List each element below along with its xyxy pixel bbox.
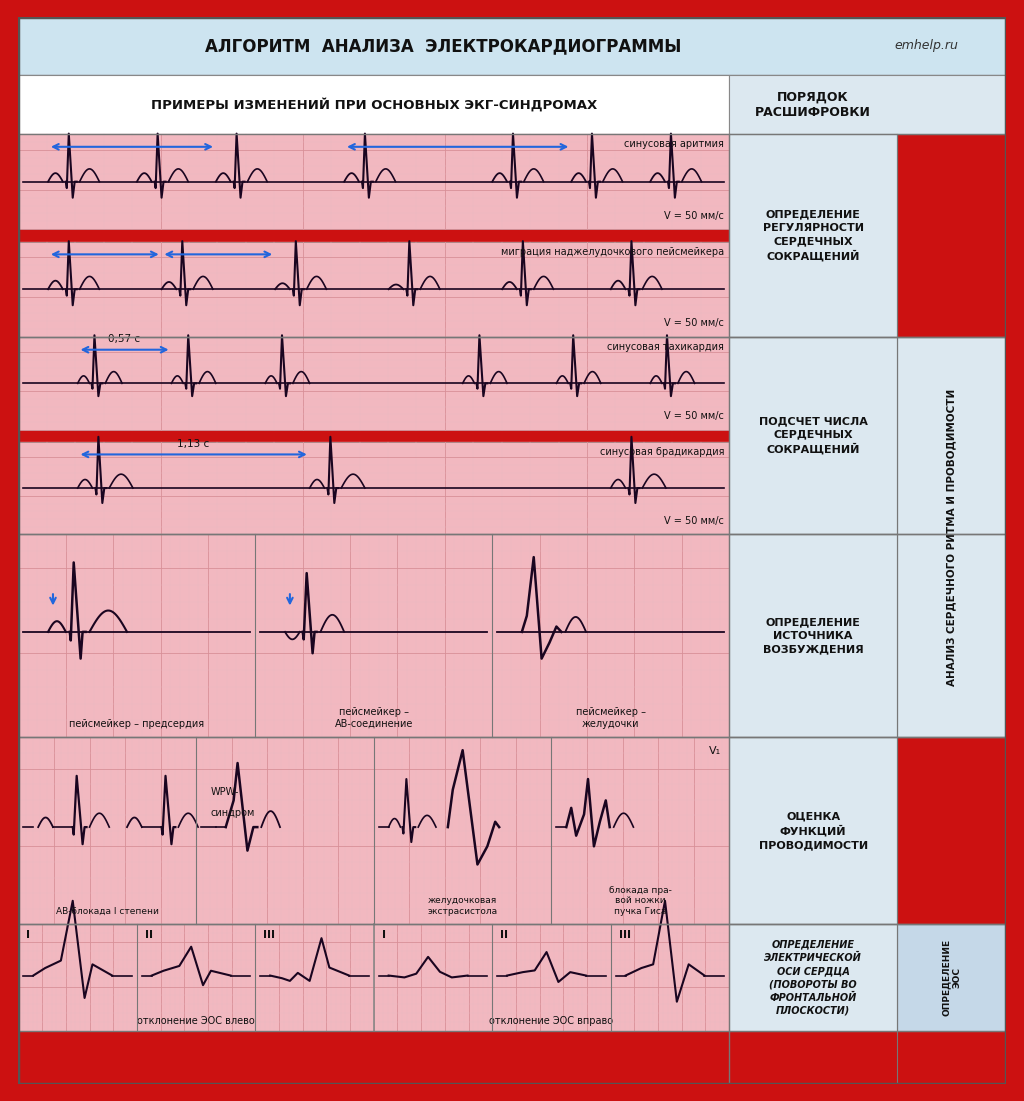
Bar (18, 925, 137, 1031)
Bar (729, 738, 897, 925)
Bar (18, 738, 197, 925)
Text: ПОРЯДОК
РАСШИФРОВКИ: ПОРЯДОК РАСШИФРОВКИ (755, 90, 871, 119)
Text: I: I (382, 929, 386, 939)
Bar (897, 925, 1006, 1031)
Bar (18, 75, 729, 134)
Text: ПРИМЕРЫ ИЗМЕНЕНИЙ ПРИ ОСНОВНЫХ ЭКГ-СИНДРОМАХ: ПРИМЕРЫ ИЗМЕНЕНИЙ ПРИ ОСНОВНЫХ ЭКГ-СИНДР… (151, 98, 597, 111)
Text: II: II (500, 929, 508, 939)
Text: ОЦЕНКА
ФУНКЦИЙ
ПРОВОДИМОСТИ: ОЦЕНКА ФУНКЦИЙ ПРОВОДИМОСТИ (759, 811, 867, 850)
Text: V = 50 мм/с: V = 50 мм/с (665, 210, 724, 221)
Text: emhelp.ru: emhelp.ru (895, 40, 958, 53)
Text: V = 50 мм/с: V = 50 мм/с (665, 516, 724, 526)
Text: III: III (618, 929, 631, 939)
Text: ПОДСЧЕТ ЧИСЛА
СЕРДЕЧНЫХ
СОКРАЩЕНИЙ: ПОДСЧЕТ ЧИСЛА СЕРДЕЧНЫХ СОКРАЩЕНИЙ (759, 416, 867, 455)
Bar (610, 925, 729, 1031)
Bar (18, 337, 729, 429)
Text: блокада пра-
вой ножки
пучка Гиса: блокада пра- вой ножки пучка Гиса (609, 886, 672, 916)
Bar (493, 534, 729, 738)
Text: 0,57 с: 0,57 с (108, 335, 140, 345)
Text: III: III (263, 929, 275, 939)
Text: синусовая аритмия: синусовая аритмия (625, 140, 724, 150)
Text: ОПРЕДЕЛЕНИЕ
РЕГУЛЯРНОСТИ
СЕРДЕЧНЫХ
СОКРАЩЕНИЙ: ОПРЕДЕЛЕНИЕ РЕГУЛЯРНОСТИ СЕРДЕЧНЫХ СОКРА… (763, 209, 863, 261)
Text: АВ-блокада I степени: АВ-блокада I степени (56, 907, 159, 916)
Bar (137, 925, 255, 1031)
Text: ОПРЕДЕЛЕНИЕ
ЭОС: ОПРЕДЕЛЕНИЕ ЭОС (942, 939, 961, 1016)
Bar (729, 337, 897, 534)
Text: пейсмейкер – предсердия: пейсмейкер – предсердия (70, 719, 205, 729)
Text: V = 50 мм/с: V = 50 мм/с (665, 411, 724, 422)
Text: АЛГОРИТМ  АНАЛИЗА  ЭЛЕКТРОКАРДИОГРАММЫ: АЛГОРИТМ АНАЛИЗА ЭЛЕКТРОКАРДИОГРАММЫ (205, 37, 681, 55)
Bar (729, 925, 897, 1031)
Text: I: I (27, 929, 31, 939)
Text: WPW-: WPW- (211, 787, 240, 797)
Bar (18, 134, 729, 229)
Text: АНАЛИЗ СЕРДЕЧНОГО РИТМА И ПРОВОДИМОСТИ: АНАЛИЗ СЕРДЕЧНОГО РИТМА И ПРОВОДИМОСТИ (946, 389, 956, 686)
Text: пейсмейкер –
желудочки: пейсмейкер – желудочки (575, 707, 646, 729)
Bar (197, 738, 374, 925)
Text: отклонение ЭОС влево: отклонение ЭОС влево (137, 1016, 255, 1026)
Text: синусовая тахикардия: синусовая тахикардия (607, 342, 724, 352)
Bar (374, 738, 552, 925)
Bar (897, 337, 1006, 738)
Bar (729, 534, 897, 738)
Bar (255, 534, 493, 738)
Bar (729, 134, 897, 337)
Bar (18, 241, 729, 337)
Text: синусовая брадикардия: синусовая брадикардия (600, 447, 724, 457)
Text: желудочковая
экстрасистола: желудочковая экстрасистола (428, 896, 498, 916)
Text: II: II (144, 929, 153, 939)
Text: миграция наджелудочкового пейсмейкера: миграция наджелудочкового пейсмейкера (501, 247, 724, 257)
Bar (493, 925, 610, 1031)
Bar (729, 75, 1006, 134)
Text: ОПРЕДЕЛЕНИЕ
ЭЛЕКТРИЧЕСКОЙ
ОСИ СЕРДЦА
(ПОВОРОТЫ ВО
ФРОНТАЛЬНОЙ
ПЛОСКОСТИ): ОПРЕДЕЛЕНИЕ ЭЛЕКТРИЧЕСКОЙ ОСИ СЕРДЦА (ПО… (764, 939, 862, 1016)
Text: синдром: синдром (211, 808, 255, 818)
Bar (255, 925, 374, 1031)
Text: ОПРЕДЕЛЕНИЕ
ИСТОЧНИКА
ВОЗБУЖДЕНИЯ: ОПРЕДЕЛЕНИЕ ИСТОЧНИКА ВОЗБУЖДЕНИЯ (763, 618, 863, 654)
Text: 1,13 с: 1,13 с (177, 439, 209, 449)
Text: пейсмейкер –
АВ-соединение: пейсмейкер – АВ-соединение (335, 707, 413, 729)
Text: V = 50 мм/с: V = 50 мм/с (665, 318, 724, 328)
Bar (18, 17, 1006, 75)
Text: V₁: V₁ (710, 746, 721, 756)
Bar (552, 738, 729, 925)
Bar (18, 442, 729, 534)
Bar (374, 925, 493, 1031)
Text: отклонение ЭОС вправо: отклонение ЭОС вправо (489, 1016, 613, 1026)
Bar (18, 534, 255, 738)
